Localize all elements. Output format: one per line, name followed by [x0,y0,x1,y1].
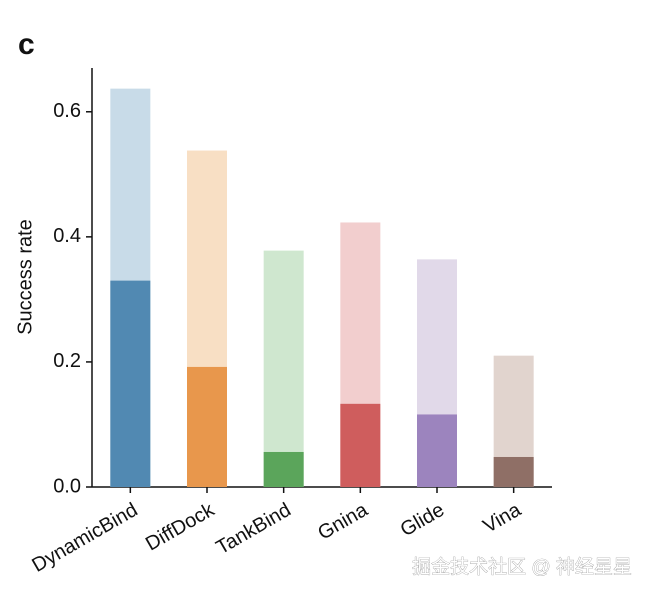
bar [417,414,457,487]
y-tick-label: 0.2 [53,350,81,372]
y-axis-label: Success rate [14,219,36,335]
x-tick-label: DiffDock [142,498,219,555]
bar [263,250,304,487]
x-tick-label: DynamicBind [28,499,141,577]
bar [187,366,227,487]
y-tick-label: 0.6 [53,100,81,122]
bar [263,451,304,487]
x-tick-label: Gnina [314,498,372,544]
x-tick-label: TankBind [213,499,295,559]
y-tick-label: 0.0 [53,475,81,497]
watermark: 掘金技术社区 @ 神经星星 [412,556,632,578]
y-tick-label: 0.4 [53,225,81,247]
panel-label: c [18,28,35,61]
x-tick-label: Glide [397,499,448,541]
x-tick-label: Vina [479,498,525,537]
bar [493,456,534,487]
bar [340,403,381,487]
bar [110,280,151,487]
